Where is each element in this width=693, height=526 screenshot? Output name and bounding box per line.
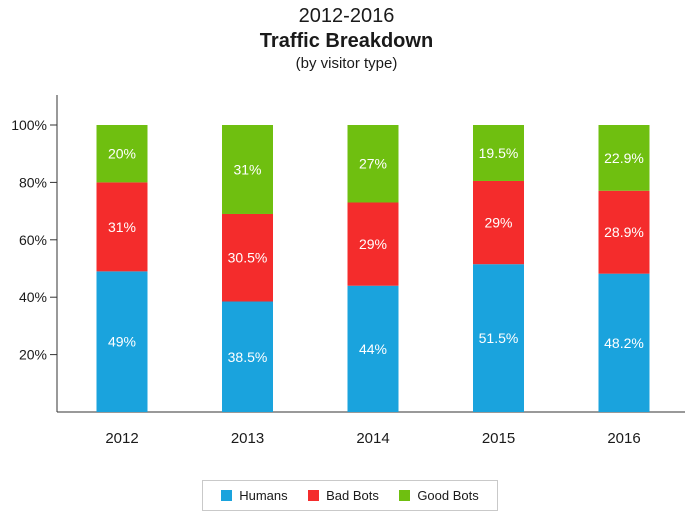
legend-swatch (221, 490, 233, 501)
data-label: 31% (108, 219, 136, 235)
data-label: 30.5% (228, 250, 268, 266)
x-category-label: 2016 (607, 430, 640, 447)
bar-segment-good-bots (222, 125, 273, 214)
bar-segment-good-bots (96, 125, 148, 183)
data-label: 19.5% (479, 145, 519, 161)
x-category-label: 2013 (231, 430, 264, 447)
data-label: 27% (359, 156, 387, 172)
legend-label: Good Bots (417, 488, 479, 503)
data-label: 29% (484, 215, 512, 231)
data-label: 29% (359, 236, 387, 252)
data-label: 28.9% (604, 224, 644, 240)
bar-segment-bad-bots (473, 180, 524, 265)
chart-legend: Humans Bad Bots Good Bots (202, 480, 498, 511)
bar-segment-humans (222, 301, 273, 412)
legend-swatch (399, 490, 411, 501)
bar-segment-good-bots (473, 125, 524, 181)
data-label: 22.9% (604, 150, 644, 166)
chart-title: Traffic Breakdown (259, 30, 434, 52)
y-tick-label: 20% (19, 347, 47, 363)
x-category-label: 2014 (356, 430, 389, 447)
chart-subtitle: (by visitor type) (295, 55, 398, 72)
legend-item: Humans (221, 488, 288, 503)
bar-segment-humans (96, 271, 148, 412)
bar-segment-humans (347, 285, 399, 412)
data-label: 48.2% (604, 335, 644, 351)
y-tick-label: 40% (19, 289, 47, 305)
bar-segment-good-bots (598, 125, 650, 191)
bar-segment-humans (473, 264, 524, 412)
bar-segment-bad-bots (222, 213, 273, 302)
legend-item: Good Bots (399, 488, 479, 503)
chart-title-range: 2012-2016 (298, 5, 395, 27)
bar-segment-humans (598, 273, 650, 412)
data-label: 51.5% (479, 330, 519, 346)
legend-swatch (308, 490, 320, 501)
legend-item: Bad Bots (308, 488, 379, 503)
data-label: 38.5% (228, 349, 268, 365)
data-label: 20% (108, 146, 136, 162)
bar-segment-bad-bots (96, 182, 148, 272)
data-label: 44% (359, 341, 387, 357)
data-label: 49% (108, 334, 136, 350)
y-tick-label: 100% (11, 117, 47, 133)
x-category-label: 2015 (482, 430, 515, 447)
bar-segment-bad-bots (347, 202, 399, 286)
x-category-label: 2012 (105, 430, 138, 447)
legend-label: Bad Bots (326, 488, 379, 503)
y-tick-label: 80% (19, 174, 47, 190)
bar-segment-good-bots (347, 125, 399, 203)
y-tick-label: 60% (19, 232, 47, 248)
chart-title-block: 2012-2016 Traffic Breakdown (by visitor … (0, 4, 693, 74)
legend-label: Humans (239, 488, 288, 503)
bar-segment-bad-bots (598, 190, 650, 274)
data-label: 31% (233, 161, 261, 177)
